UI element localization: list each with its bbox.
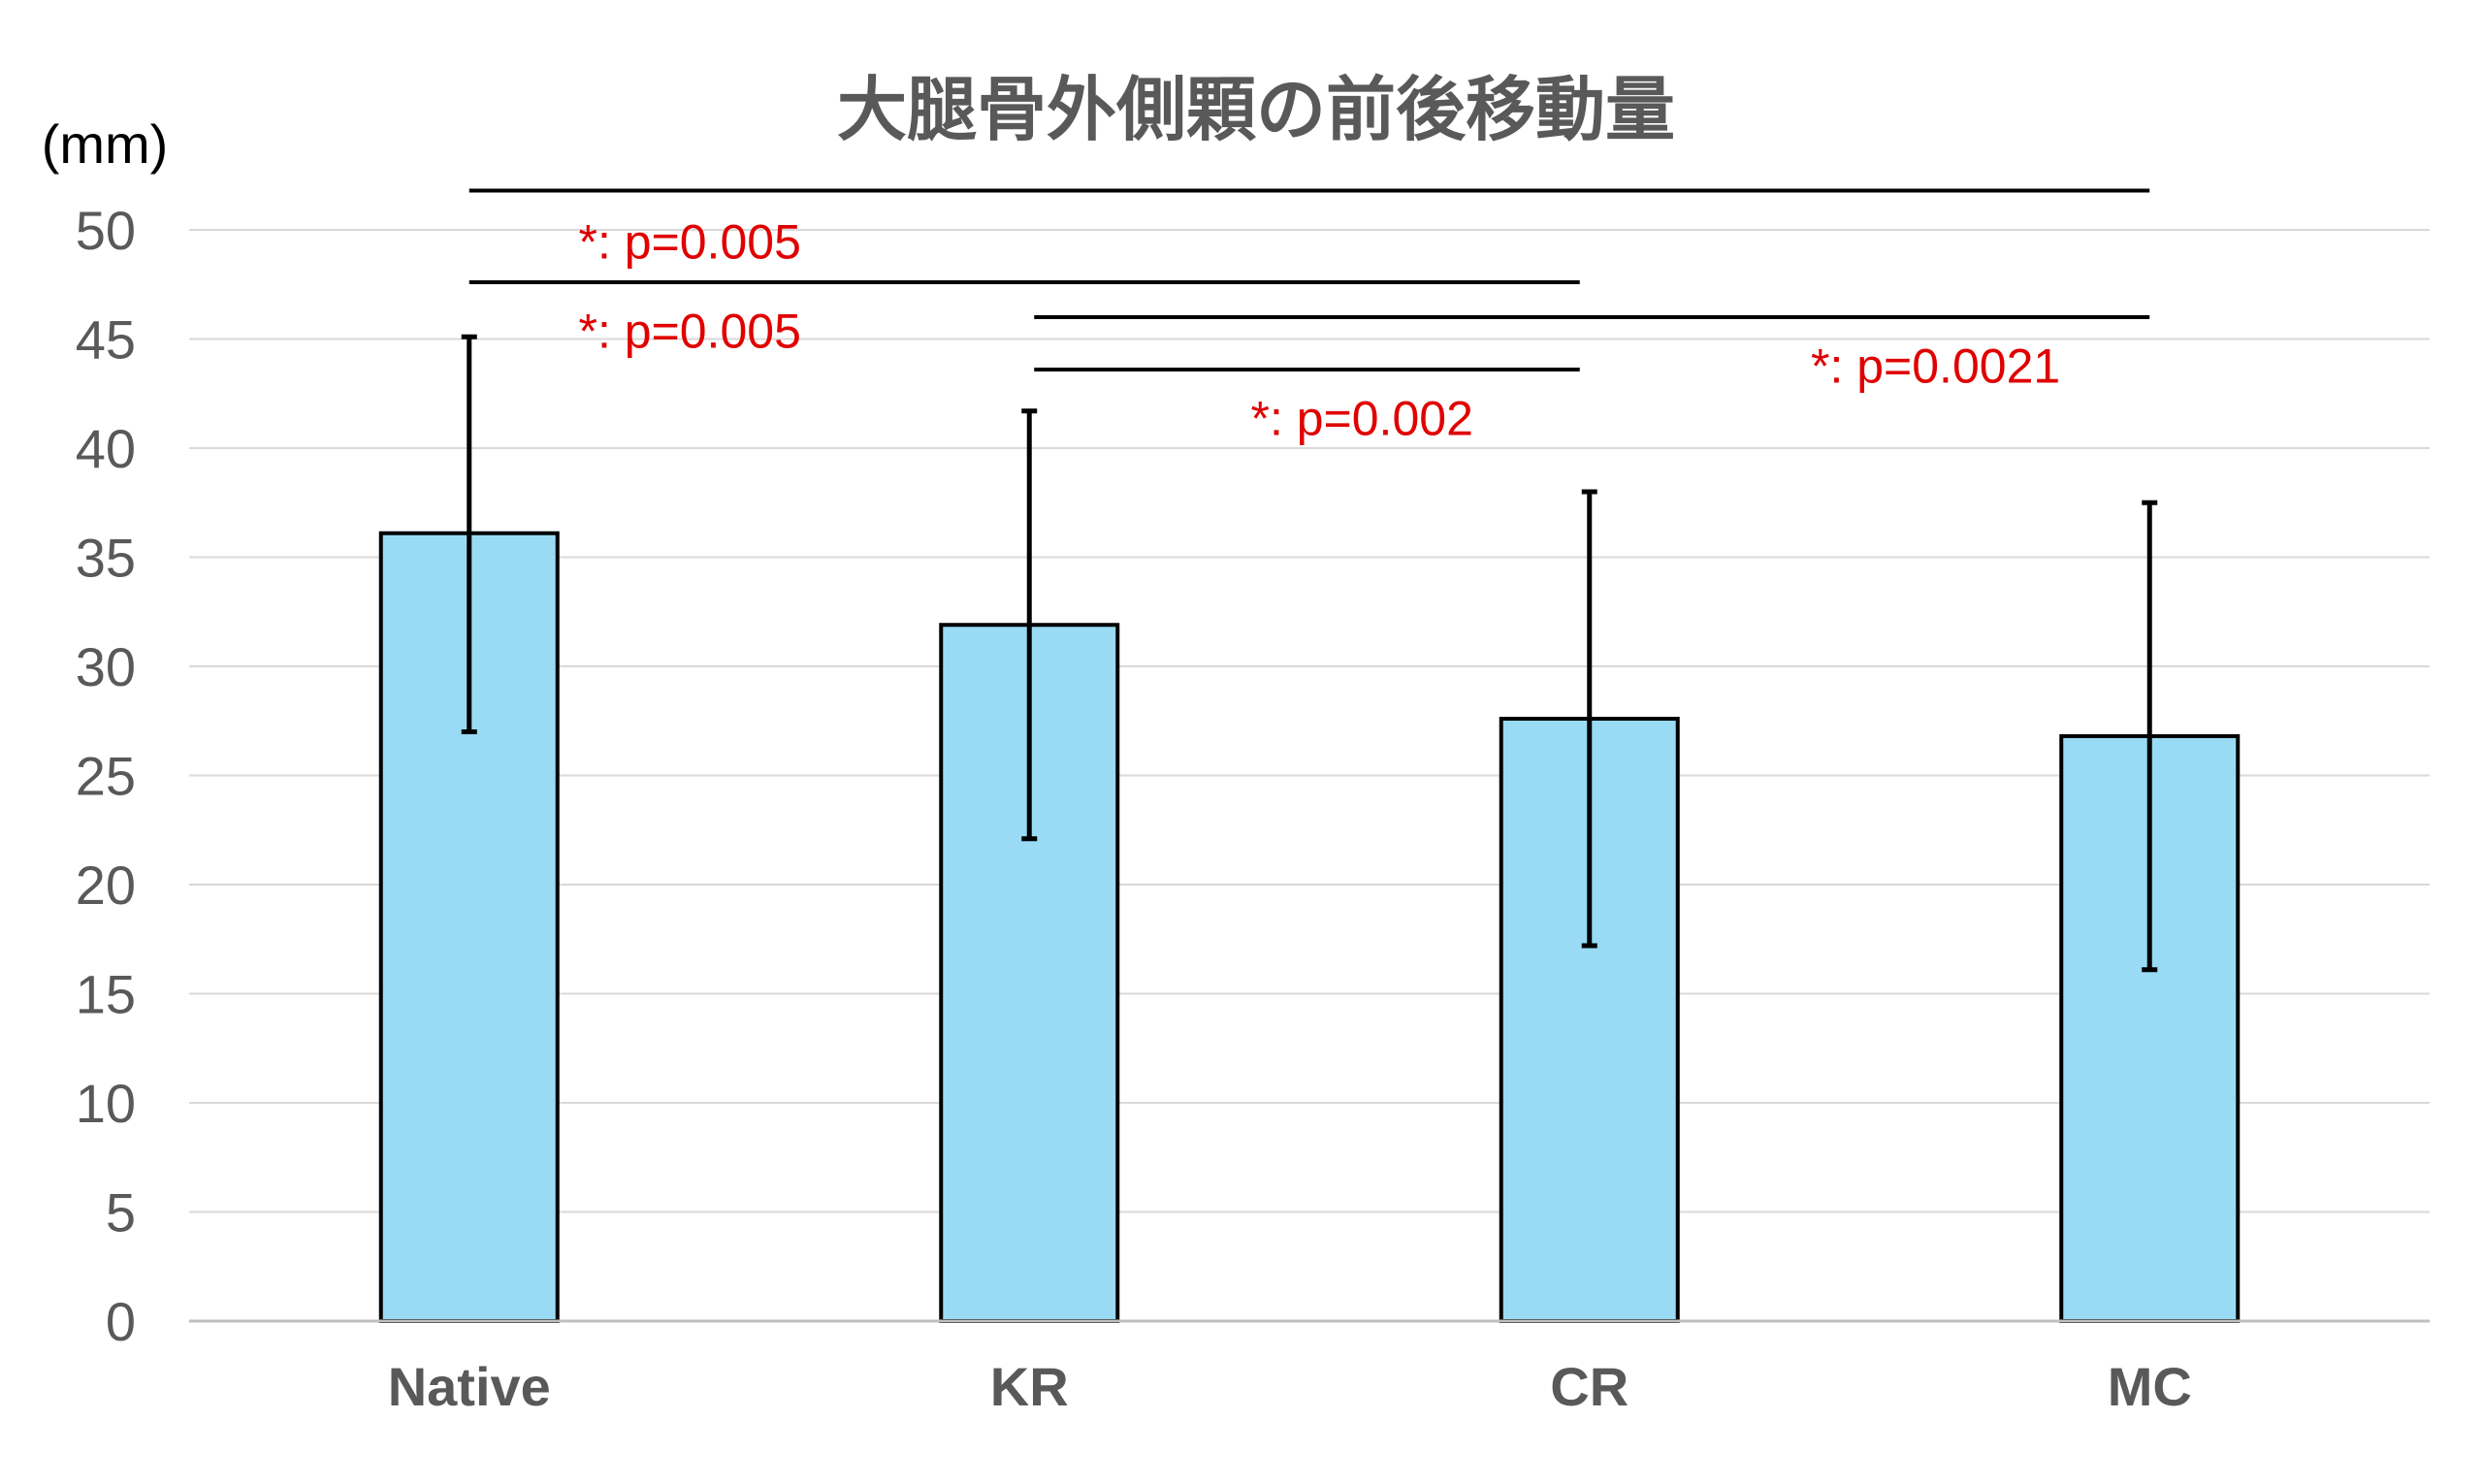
y-tick-label: 20 (76, 855, 136, 916)
y-axis-unit-label: (mm) (42, 113, 169, 175)
gridlines (189, 229, 2430, 1213)
y-tick-label: 50 (76, 200, 136, 261)
x-tick-label: MC (2108, 1356, 2192, 1417)
error-bars (461, 334, 2158, 973)
significance-label: *: p=0.0021 (1811, 339, 2060, 394)
y-tick-label: 5 (106, 1182, 136, 1243)
significance-annotations: *: p=0.005 *: p=0.005 *: p=0.0021 *: p=0.00… (468, 188, 2150, 446)
bars (378, 531, 2241, 1323)
y-tick-label: 35 (76, 528, 136, 589)
y-tick-label: 30 (76, 636, 136, 697)
x-tick-label: CR (1550, 1356, 1628, 1417)
x-tick-label: Native (388, 1356, 551, 1417)
chart-title: 大腿骨外側顆の前後移動量 (837, 69, 1675, 150)
y-axis-ticks: 0 5 10 15 20 25 30 35 40 45 50 (76, 200, 136, 1352)
x-tick-label: KR (990, 1356, 1069, 1417)
significance-label: *: p=0.002 (1251, 392, 1473, 446)
y-tick-label: 10 (76, 1073, 136, 1134)
significance-label: *: p=0.005 (579, 214, 801, 269)
y-tick-label: 25 (76, 746, 136, 807)
y-tick-label: 45 (76, 309, 136, 371)
y-tick-label: 15 (76, 964, 136, 1025)
x-axis-ticks: Native KR CR MC (388, 1356, 2192, 1417)
significance-label: *: p=0.005 (579, 305, 801, 359)
y-tick-label: 40 (76, 418, 136, 479)
y-tick-label: 0 (106, 1291, 136, 1352)
